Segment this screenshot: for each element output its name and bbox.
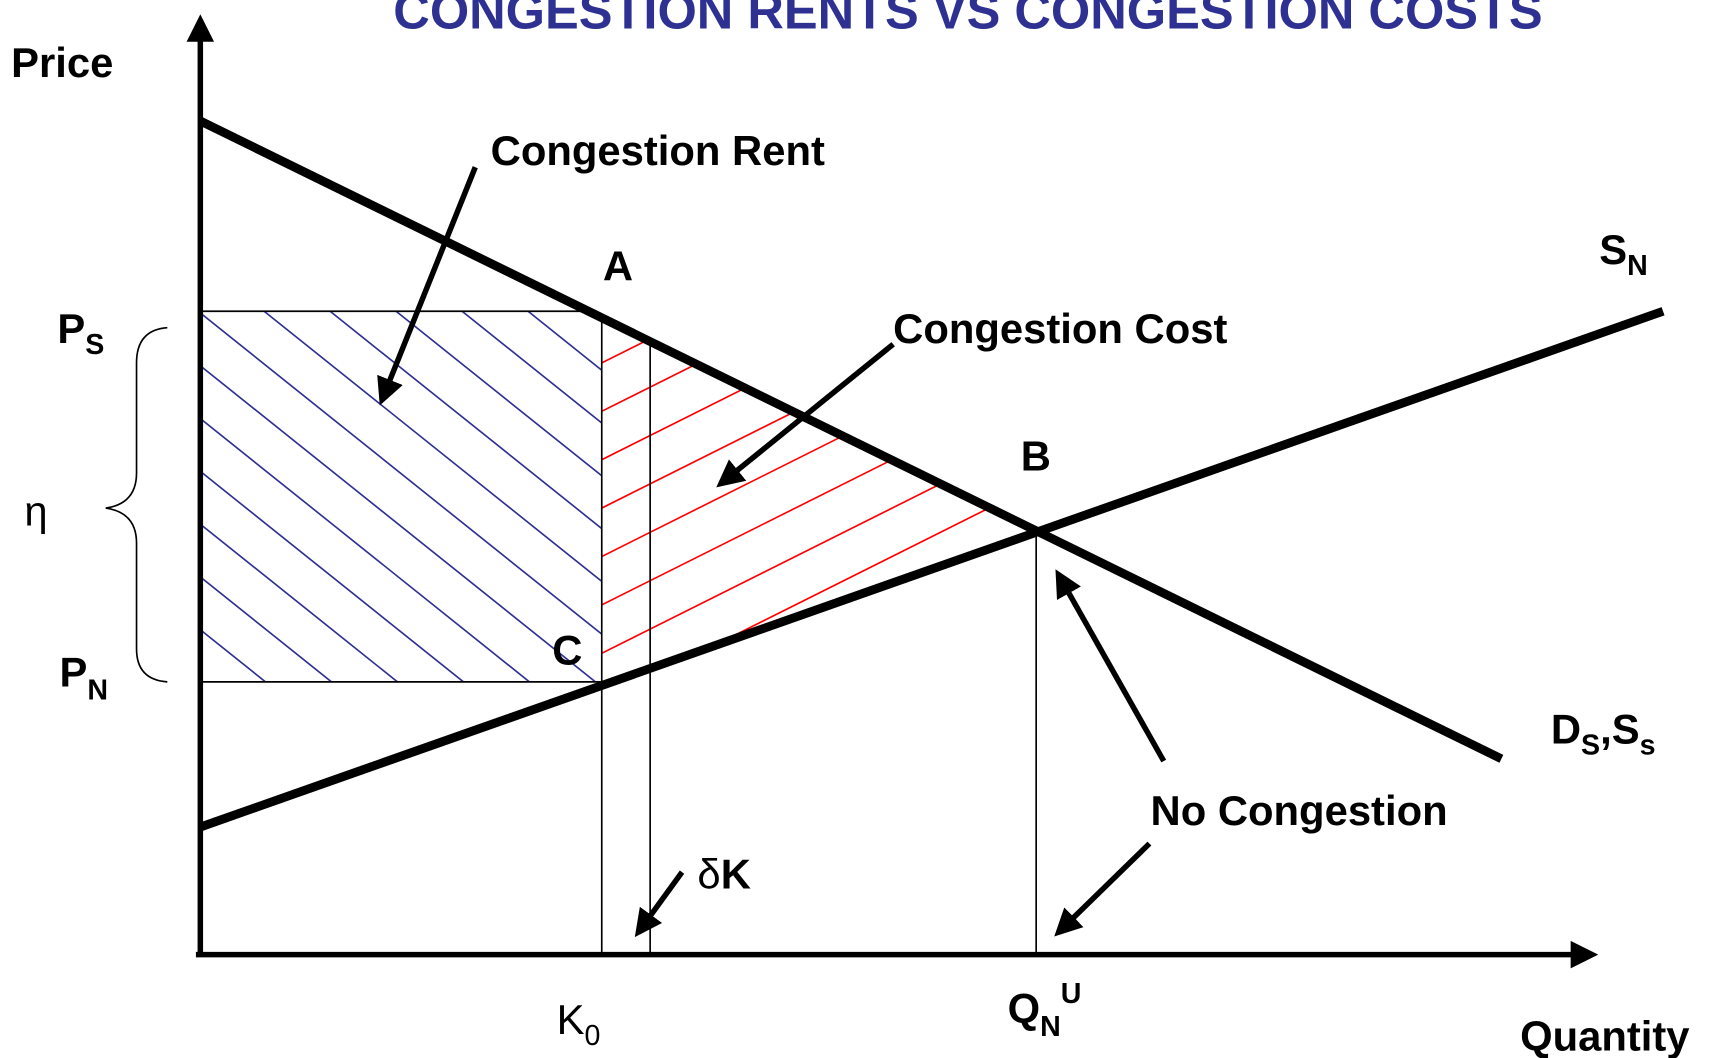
hatch-line xyxy=(200,470,465,682)
label-main: K xyxy=(721,851,751,898)
hatch-line xyxy=(461,311,602,425)
hatch-line xyxy=(263,311,602,583)
label-sub: 0 xyxy=(585,1020,601,1052)
annotation: Congestion Rent xyxy=(491,127,825,174)
label-main: S xyxy=(1599,226,1627,273)
hatch-line xyxy=(593,311,602,319)
qnu-label: QNU xyxy=(1008,978,1082,1043)
label-sub: N xyxy=(1627,250,1648,282)
annotation: No Congestion xyxy=(1151,787,1448,834)
hatch-line xyxy=(329,311,602,530)
rent-arrow xyxy=(377,166,478,406)
label-main: K xyxy=(557,996,585,1043)
no-congestion-arrow xyxy=(1055,569,1167,763)
demand-curve xyxy=(198,117,1504,763)
hatch-line xyxy=(395,311,602,477)
label-sub: S xyxy=(1581,729,1600,761)
congestion-cost-hatching xyxy=(601,317,1100,944)
supply-label: SN xyxy=(1599,226,1648,282)
eta-label: η xyxy=(24,488,47,535)
hatch-line xyxy=(200,364,597,682)
no-congestion-arrow xyxy=(1054,841,1152,937)
label-main: P xyxy=(60,648,88,695)
hatch-line xyxy=(601,451,1038,686)
hatch-line xyxy=(601,355,1038,606)
point-label: C xyxy=(552,626,582,673)
hatch-line xyxy=(601,596,1038,686)
title: CONGESTION RENTS VS CONGESTION COSTS xyxy=(393,0,1542,40)
hatch-line xyxy=(200,417,531,682)
label-main: P xyxy=(57,305,85,352)
pn-label: PN xyxy=(60,648,109,706)
hatch-line xyxy=(602,695,1100,944)
dk-arrow xyxy=(634,870,685,938)
x-axis-label: Quantity xyxy=(1520,1012,1690,1058)
label-sep: , xyxy=(1600,705,1612,752)
k0-label: K0 xyxy=(557,996,601,1052)
label-sub: N xyxy=(87,674,108,706)
hatch-line xyxy=(601,317,1038,413)
point-label: B xyxy=(1021,433,1051,480)
hatch-line xyxy=(200,628,267,682)
dk-label: δK xyxy=(697,851,750,898)
eta-brace xyxy=(105,326,168,683)
ps-label: PS xyxy=(57,305,104,361)
hatch-line xyxy=(200,311,602,636)
demand-label: DS,Ss xyxy=(1551,705,1656,761)
annotation: Congestion Cost xyxy=(893,305,1227,352)
label-main: Q xyxy=(1008,985,1041,1032)
label-delta: δ xyxy=(697,851,720,898)
label-main: D xyxy=(1551,705,1581,752)
hatch-line xyxy=(0,311,242,769)
label-sub: N xyxy=(1040,1011,1061,1043)
hatch-line xyxy=(601,548,1038,686)
cost-arrow xyxy=(716,342,895,488)
label-sup: U xyxy=(1061,978,1082,1010)
label-sub: S xyxy=(85,329,104,361)
label-main: S xyxy=(1612,705,1640,752)
congestion-rent-hatching xyxy=(0,311,602,769)
y-axis-label: Price xyxy=(11,39,113,86)
point-label: A xyxy=(603,242,633,289)
hatch-line xyxy=(601,645,1038,686)
supply-curve xyxy=(198,307,1665,832)
hatch-line xyxy=(200,681,201,682)
label-sub: s xyxy=(1640,729,1656,761)
hatch-line xyxy=(200,523,399,682)
